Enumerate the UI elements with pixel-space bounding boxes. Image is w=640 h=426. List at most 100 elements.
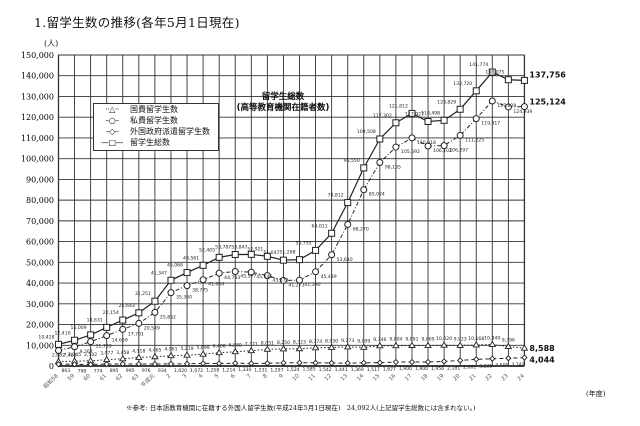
svg-text:125,124: 125,124 bbox=[529, 98, 566, 107]
svg-text:3,505: 3,505 bbox=[495, 363, 508, 369]
svg-text:昭和58: 昭和58 bbox=[42, 371, 61, 390]
svg-text:137,756: 137,756 bbox=[529, 70, 566, 79]
circle-marker-icon bbox=[328, 251, 336, 259]
square-marker-icon bbox=[279, 256, 287, 264]
diamond-marker-icon bbox=[424, 358, 432, 366]
svg-text:118,498: 118,498 bbox=[421, 110, 440, 116]
circle-marker-icon bbox=[119, 325, 127, 333]
svg-text:106,297: 106,297 bbox=[449, 148, 468, 154]
svg-text:12,410: 12,410 bbox=[54, 330, 70, 336]
svg-text:43,573: 43,573 bbox=[272, 278, 288, 284]
svg-text:45,577: 45,577 bbox=[240, 274, 256, 280]
svg-text:40,000: 40,000 bbox=[26, 279, 54, 288]
series-1: 7,4839,26711,73314,65917,70120,54925,852… bbox=[55, 97, 533, 359]
svg-text:20,549: 20,549 bbox=[144, 325, 160, 331]
svg-text:1,214: 1,214 bbox=[222, 367, 235, 373]
data-labels: 10,42812,41015,00918,63122,15425,64331,2… bbox=[38, 62, 504, 340]
circle-marker-icon bbox=[183, 282, 191, 290]
svg-text:3,235: 3,235 bbox=[479, 363, 492, 369]
svg-text:1,900: 1,900 bbox=[415, 366, 428, 372]
circle-marker-icon bbox=[55, 346, 62, 354]
triangle-marker-icon bbox=[151, 352, 159, 360]
circle-marker-icon bbox=[87, 338, 95, 346]
svg-text:1,330: 1,330 bbox=[238, 367, 251, 373]
circle-marker-icon bbox=[263, 272, 271, 280]
svg-text:774: 774 bbox=[94, 368, 103, 374]
data-labels: 7,4839,26711,73314,65917,70120,54925,852… bbox=[64, 103, 533, 359]
y-axis-labels: 0 10,000 20,000 30,000 40,000 50,000 60,000 70,… bbox=[21, 51, 54, 371]
svg-text:53,640: 53,640 bbox=[337, 257, 353, 263]
circle-marker-icon bbox=[231, 268, 239, 276]
circle-marker-icon bbox=[151, 308, 159, 316]
triangle-marker-icon bbox=[199, 350, 207, 357]
circle-marker-icon bbox=[456, 131, 464, 139]
svg-text:2,502: 2,502 bbox=[84, 352, 97, 358]
diamond-marker-icon bbox=[103, 361, 110, 368]
circle-marker-icon bbox=[440, 142, 448, 150]
circle-marker-icon bbox=[199, 276, 207, 284]
svg-text:44,783: 44,783 bbox=[224, 275, 240, 281]
chart-annotation-line1: 留学生総数 bbox=[261, 92, 305, 102]
square-marker-icon bbox=[504, 76, 512, 84]
square-marker-icon bbox=[183, 269, 191, 277]
legend-item-foreign-govt: –◇– 外国政府派遣留学生数 bbox=[94, 126, 218, 137]
diamond-marker-icon bbox=[183, 360, 191, 367]
square-marker-icon bbox=[87, 331, 95, 339]
svg-text:10: 10 bbox=[292, 373, 302, 383]
svg-text:3,458: 3,458 bbox=[116, 350, 129, 356]
svg-text:12: 12 bbox=[324, 373, 333, 382]
square-marker-icon bbox=[231, 250, 239, 258]
svg-text:123,829: 123,829 bbox=[437, 99, 456, 105]
square-marker-icon bbox=[247, 250, 255, 258]
svg-text:141,774: 141,774 bbox=[469, 62, 488, 68]
svg-text:60,000: 60,000 bbox=[26, 238, 54, 247]
svg-text:121,812: 121,812 bbox=[389, 103, 408, 109]
svg-text:11,733: 11,733 bbox=[96, 344, 112, 350]
svg-text:140,000: 140,000 bbox=[21, 72, 54, 81]
y-axis-unit: (人) bbox=[44, 39, 59, 48]
svg-text:3,077: 3,077 bbox=[100, 351, 113, 357]
svg-text:130,000: 130,000 bbox=[21, 92, 54, 101]
triangle-marker-icon bbox=[167, 351, 175, 359]
series-3: 863 798 774 895 995 976 934 1,020 1,072 1,258 1,21… bbox=[55, 354, 528, 374]
svg-text:68,270: 68,270 bbox=[353, 226, 369, 232]
svg-text:41,604: 41,604 bbox=[208, 282, 224, 288]
triangle-marker-icon bbox=[279, 345, 288, 352]
svg-text:24: 24 bbox=[517, 373, 527, 383]
svg-text:5: 5 bbox=[214, 373, 221, 380]
svg-text:934: 934 bbox=[158, 368, 167, 374]
svg-text:1,542: 1,542 bbox=[319, 367, 332, 373]
svg-text:15,009: 15,009 bbox=[71, 325, 87, 331]
svg-text:90,000: 90,000 bbox=[26, 175, 54, 184]
svg-text:62: 62 bbox=[115, 373, 124, 382]
svg-text:4,465: 4,465 bbox=[148, 348, 161, 354]
diamond-marker-icon bbox=[280, 359, 287, 366]
diamond-marker-icon bbox=[167, 360, 175, 368]
svg-text:55,755: 55,755 bbox=[295, 240, 311, 246]
svg-text:8,323: 8,323 bbox=[293, 340, 306, 346]
diamond-marker-icon bbox=[55, 361, 62, 368]
circle-marker-icon bbox=[312, 268, 320, 276]
svg-text:9,869: 9,869 bbox=[421, 337, 434, 343]
triangle-marker-icon bbox=[135, 353, 143, 360]
circle-marker-icon bbox=[360, 186, 368, 194]
circle-marker-icon bbox=[520, 103, 528, 111]
svg-text:9,009: 9,009 bbox=[357, 338, 370, 344]
diamond-marker-icon bbox=[87, 361, 94, 368]
svg-text:109,508: 109,508 bbox=[357, 129, 376, 135]
svg-text:17: 17 bbox=[404, 373, 414, 383]
square-marker-icon bbox=[199, 261, 207, 269]
circle-marker-icon bbox=[488, 97, 496, 105]
svg-text:98,135: 98,135 bbox=[385, 165, 401, 171]
square-marker-icon bbox=[55, 340, 62, 348]
svg-text:7: 7 bbox=[246, 373, 253, 380]
svg-text:100,000: 100,000 bbox=[21, 155, 54, 164]
svg-text:119,317: 119,317 bbox=[481, 121, 500, 127]
square-marker-icon bbox=[424, 117, 432, 125]
svg-text:10,349: 10,349 bbox=[484, 336, 500, 342]
svg-text:25,643: 25,643 bbox=[119, 303, 135, 309]
svg-text:60: 60 bbox=[83, 373, 93, 383]
svg-text:8,588: 8,588 bbox=[529, 344, 555, 353]
circle-marker-icon bbox=[279, 276, 287, 284]
svg-text:78,812: 78,812 bbox=[328, 193, 344, 199]
